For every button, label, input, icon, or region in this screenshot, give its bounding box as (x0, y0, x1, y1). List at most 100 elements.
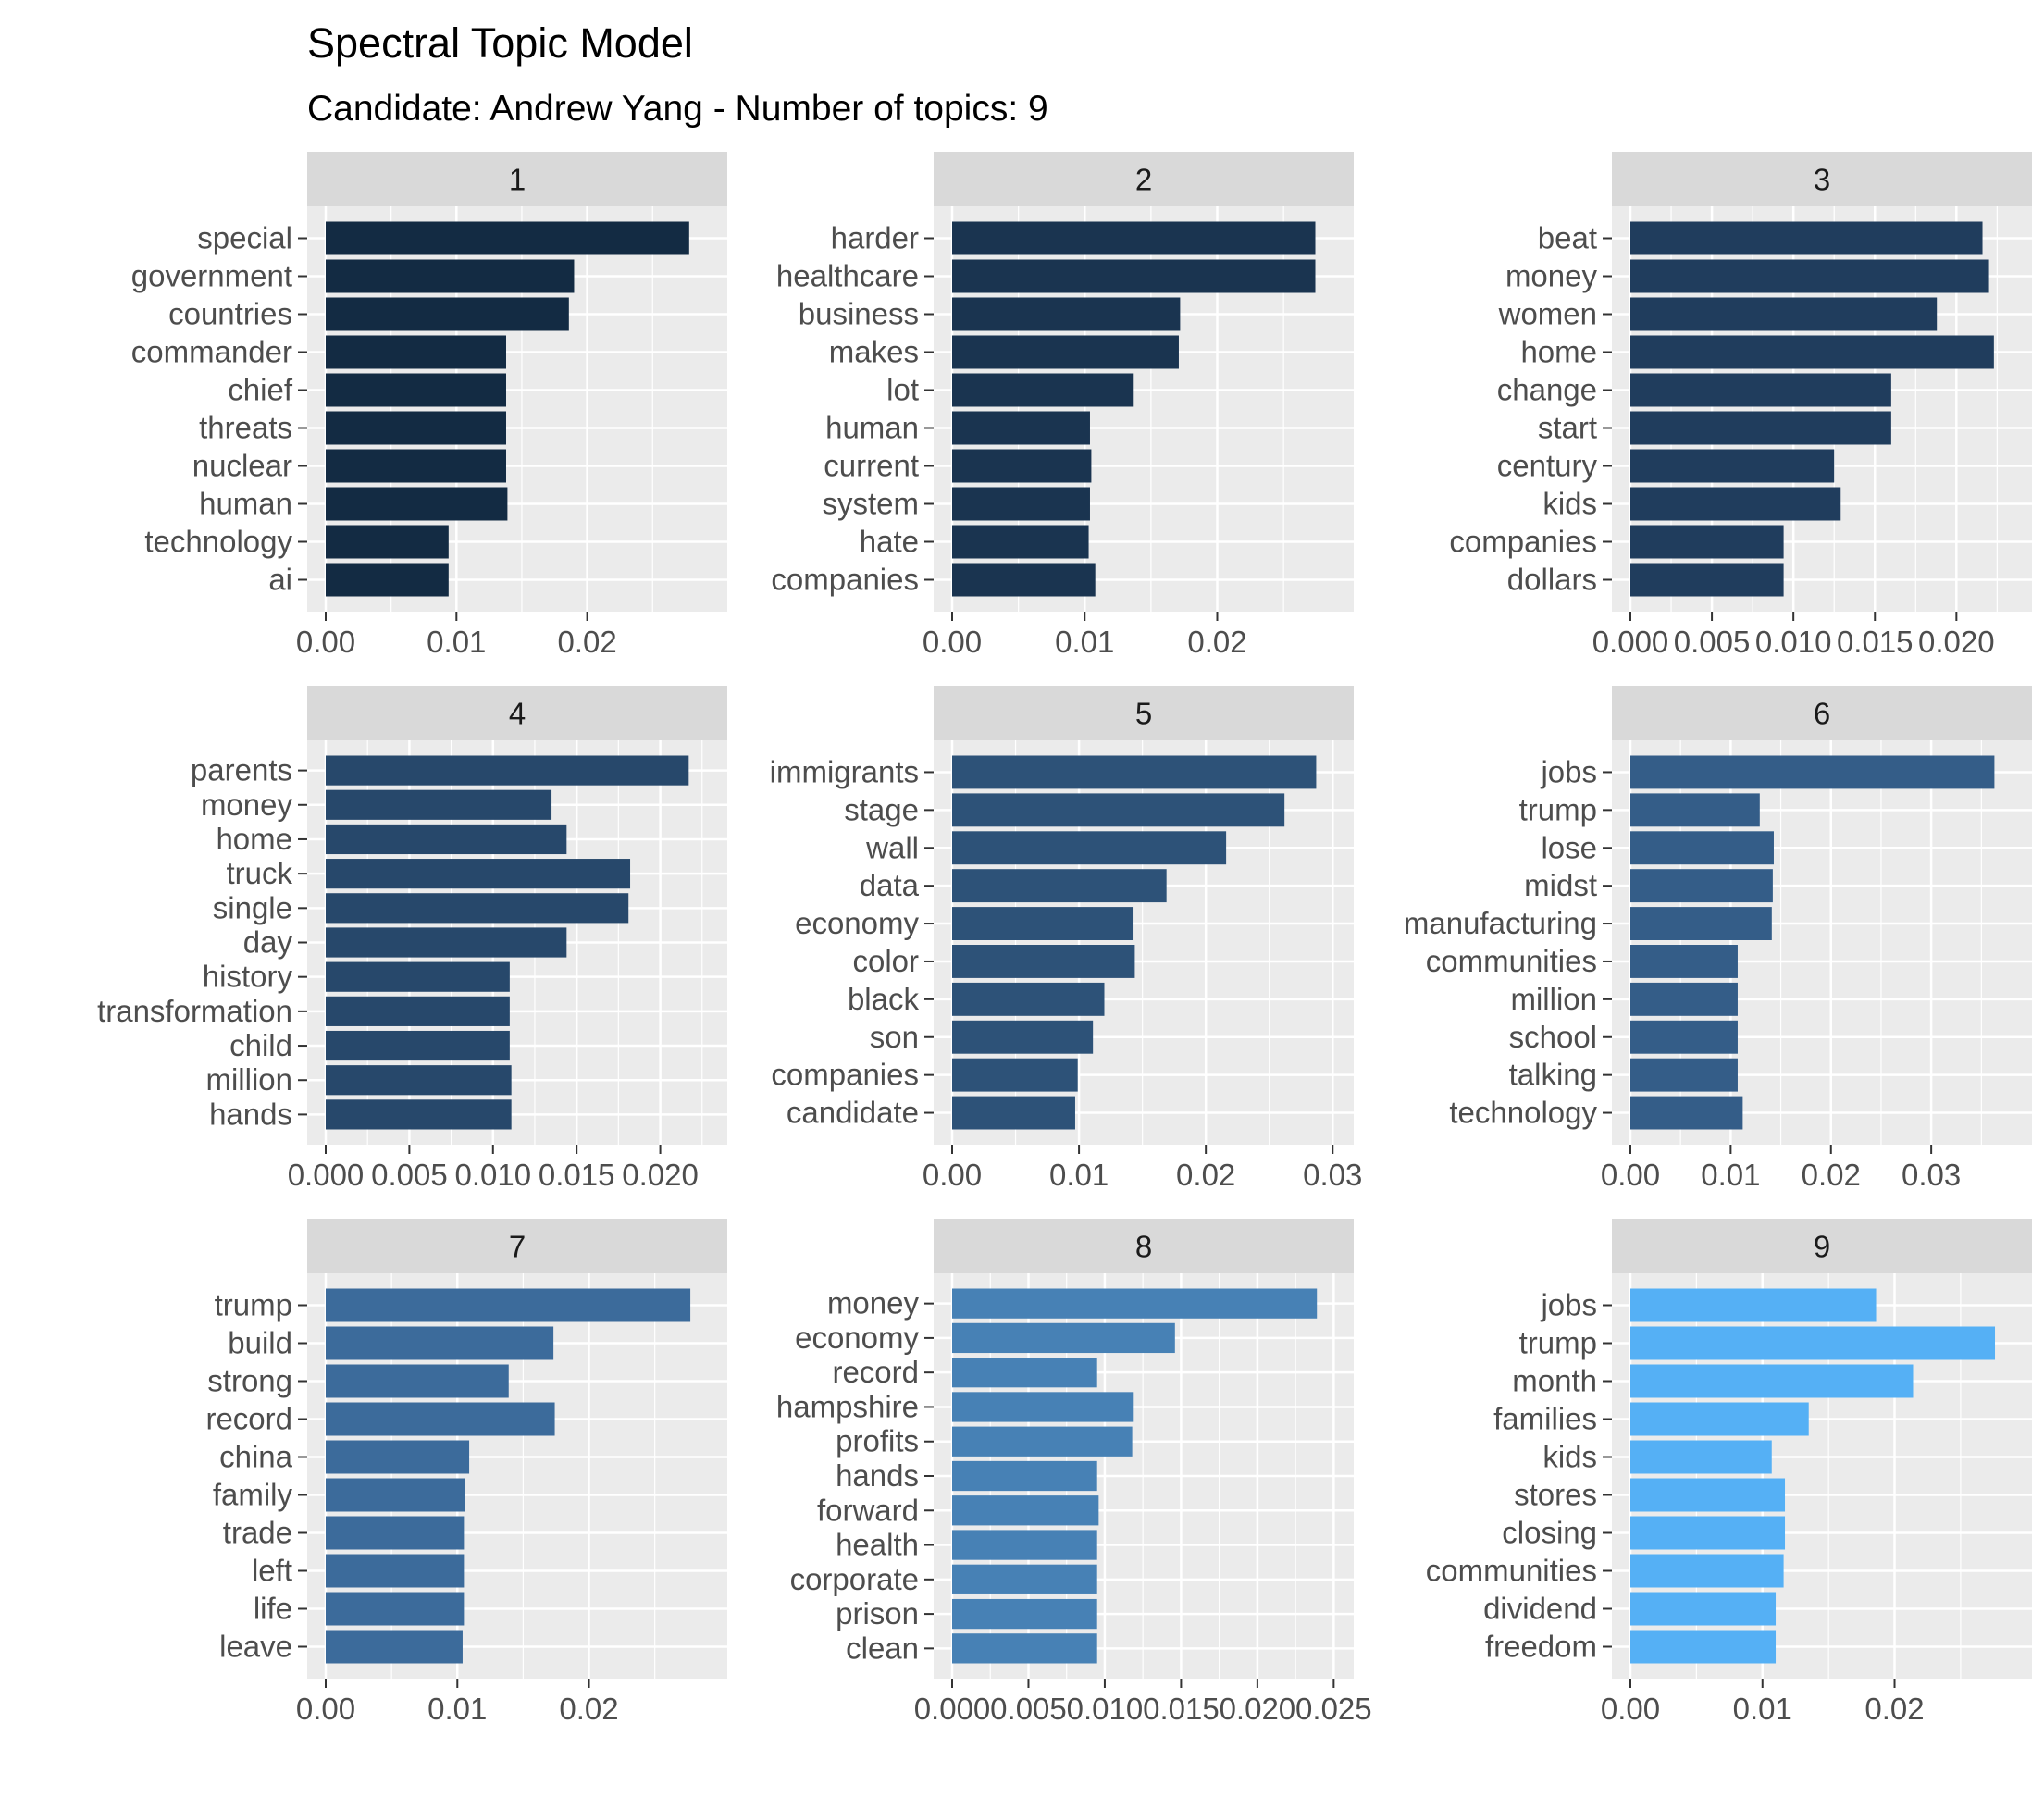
category-label: communities (1426, 944, 1597, 978)
bar (952, 831, 1227, 865)
category-label: money (827, 1286, 920, 1321)
facet-strip (934, 152, 1354, 206)
bar (1630, 1630, 1777, 1664)
bar (1630, 563, 1784, 597)
x-tick-label: 0.01 (427, 1692, 487, 1726)
bar (952, 945, 1135, 978)
category-label: companies (771, 563, 919, 597)
facet-strip (934, 1219, 1354, 1273)
category-label: talking (1509, 1058, 1597, 1092)
facet-strip-label: 4 (509, 697, 526, 731)
bar (326, 259, 575, 293)
category-label: trump (215, 1288, 292, 1322)
category-label: hampshire (776, 1389, 919, 1423)
bar (326, 789, 552, 820)
x-tick-label: 0.015 (1837, 625, 1914, 659)
bar (1630, 1096, 1743, 1130)
bar (1630, 1020, 1738, 1054)
facet-strip-label: 8 (1135, 1230, 1152, 1264)
x-tick-label: 0.02 (559, 1692, 618, 1726)
bar (952, 1530, 1097, 1560)
category-label: system (822, 487, 919, 521)
category-label: lot (886, 373, 919, 407)
bar (1630, 1440, 1772, 1474)
bar (1630, 1592, 1777, 1626)
x-tick-label: 0.00 (923, 625, 982, 659)
category-label: left (252, 1554, 292, 1588)
bar (326, 487, 508, 521)
facet-strip (1612, 152, 2032, 206)
facet-panel-6: 6 jobs trump lose midst manufacturing communit… (1404, 686, 2032, 1192)
category-label: forward (817, 1493, 919, 1527)
bar (1630, 411, 1891, 445)
category-label: economy (795, 906, 919, 940)
category-label: million (205, 1062, 292, 1097)
bar (952, 1392, 1134, 1422)
category-label: dividend (1483, 1592, 1597, 1626)
category-label: special (197, 221, 292, 255)
x-tick-label: 0.005 (990, 1692, 1067, 1726)
category-label: manufacturing (1404, 906, 1597, 940)
category-label: hands (209, 1097, 292, 1131)
facet-strip-label: 6 (1814, 697, 1830, 731)
bar (1630, 1058, 1738, 1092)
category-label: home (1520, 335, 1597, 369)
category-label: truck (226, 856, 292, 890)
category-label: human (825, 411, 919, 445)
bar (952, 1633, 1097, 1664)
bar (1630, 831, 1774, 865)
x-tick-label: 0.02 (1187, 625, 1246, 659)
bar (326, 221, 689, 255)
category-label: healthcare (776, 259, 919, 293)
bar (326, 1516, 465, 1550)
bar (326, 893, 629, 924)
category-label: kids (1542, 487, 1597, 521)
facet-strip-label: 2 (1135, 163, 1152, 197)
bar (326, 1065, 512, 1096)
bar (326, 996, 510, 1026)
bar (1630, 1516, 1786, 1550)
bar (1630, 793, 1760, 827)
bar (326, 1288, 691, 1322)
category-label: jobs (1540, 754, 1597, 788)
bar (952, 449, 1092, 483)
facet-strip (307, 152, 727, 206)
bar (1630, 373, 1891, 407)
category-label: trump (1519, 1326, 1597, 1360)
category-label: money (201, 787, 293, 822)
category-label: stage (844, 792, 919, 826)
facet-strip (934, 686, 1354, 740)
category-label: money (1505, 259, 1598, 293)
bar (952, 1564, 1097, 1594)
category-label: companies (1449, 525, 1597, 559)
bar (1630, 982, 1738, 1016)
bar (952, 1598, 1097, 1630)
bar (326, 1030, 510, 1061)
category-label: color (852, 944, 919, 978)
category-label: life (254, 1592, 292, 1626)
x-tick-label: 0.010 (1067, 1692, 1144, 1726)
x-tick-label: 0.02 (1864, 1692, 1924, 1726)
bar (326, 1478, 465, 1512)
category-label: profits (836, 1424, 919, 1458)
category-label: start (1538, 411, 1597, 445)
category-label: government (131, 259, 292, 293)
facet-strip-label: 9 (1814, 1230, 1830, 1264)
bar (326, 927, 567, 958)
x-tick-label: 0.00 (1601, 1692, 1660, 1726)
bar (1630, 335, 1994, 369)
bar (1630, 1478, 1786, 1512)
bar (952, 869, 1167, 903)
facet-panel-7: 7 trump build strong record china family trade l… (205, 1219, 727, 1726)
category-label: makes (829, 335, 919, 369)
x-tick-label: 0.03 (1902, 1158, 1961, 1192)
bar (1630, 1364, 1914, 1398)
x-tick-label: 0.000 (914, 1692, 991, 1726)
category-label: china (219, 1440, 293, 1474)
bar (952, 1288, 1318, 1319)
bar (326, 755, 689, 786)
x-tick-label: 0.020 (1918, 625, 1995, 659)
category-label: chief (228, 373, 293, 407)
category-label: single (213, 890, 292, 924)
